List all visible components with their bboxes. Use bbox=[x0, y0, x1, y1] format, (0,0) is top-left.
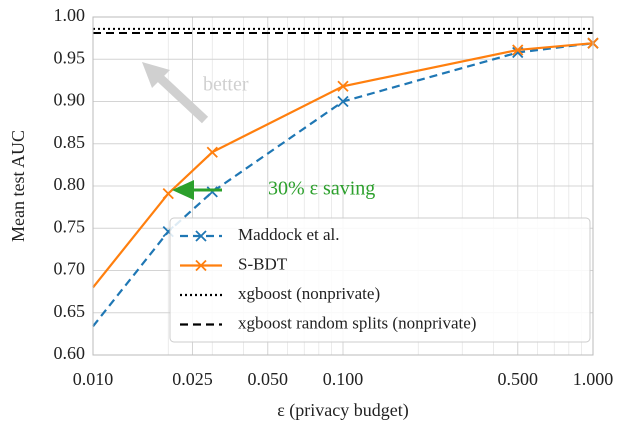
x-tick-label: 0.500 bbox=[497, 369, 538, 389]
marker bbox=[337, 95, 349, 108]
marker bbox=[162, 187, 174, 200]
marker bbox=[512, 44, 524, 56]
x-tick-label: 0.025 bbox=[172, 369, 213, 389]
series-line bbox=[92, 42, 594, 289]
y-tick-label: 0.95 bbox=[54, 47, 86, 67]
y-axis-label: Mean test AUC bbox=[8, 130, 28, 242]
y-tick-label: 0.60 bbox=[54, 343, 86, 363]
x-tick-label: 0.100 bbox=[323, 369, 364, 389]
marker bbox=[206, 146, 218, 158]
better-arrowhead bbox=[142, 62, 170, 88]
annotation: 30% ε saving bbox=[268, 178, 375, 200]
legend-label: xgboost (nonprivate) bbox=[238, 284, 380, 303]
legend-label: S-BDT bbox=[238, 254, 288, 273]
annotation: better bbox=[203, 74, 249, 96]
x-tick-label: 0.050 bbox=[247, 369, 288, 389]
y-tick-label: 0.90 bbox=[54, 90, 86, 110]
x-tick-label: 1.000 bbox=[573, 369, 614, 389]
x-axis-label: ε (privacy budget) bbox=[277, 400, 409, 421]
y-tick-label: 1.00 bbox=[54, 5, 86, 25]
x-tick-label: 0.010 bbox=[73, 369, 114, 389]
y-tick-label: 0.80 bbox=[54, 174, 86, 194]
legend-label: xgboost random splits (nonprivate) bbox=[238, 313, 476, 332]
legend-marker bbox=[195, 230, 207, 242]
legend-label: Maddock et al. bbox=[238, 225, 340, 244]
better-arrow bbox=[156, 74, 209, 124]
y-tick-label: 0.70 bbox=[54, 259, 86, 279]
y-tick-label: 0.85 bbox=[54, 132, 86, 152]
legend-marker bbox=[195, 259, 207, 272]
marker bbox=[337, 80, 349, 92]
saving-arrowhead bbox=[172, 180, 194, 200]
series-line bbox=[92, 42, 594, 327]
y-tick-label: 0.75 bbox=[54, 216, 86, 236]
y-tick-label: 0.65 bbox=[54, 301, 86, 321]
plot-frame bbox=[92, 16, 594, 356]
legend-box bbox=[169, 217, 591, 343]
